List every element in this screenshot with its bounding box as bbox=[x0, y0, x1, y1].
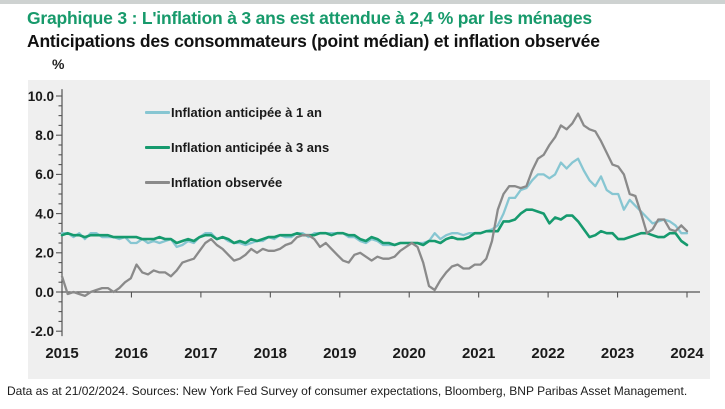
legend-swatch-3y-line bbox=[145, 146, 170, 149]
legend-label-1y: Inflation anticipée à 1 an bbox=[171, 105, 322, 120]
window-top-edge bbox=[0, 0, 725, 4]
x-axis: 2015 2016 2017 2018 2019 2020 2021 2022 2023 2024 bbox=[45, 291, 704, 362]
chart-title: Graphique 3 : L'inflation à 3 ans est at… bbox=[27, 8, 592, 28]
y-tick-label: 6.0 bbox=[35, 167, 54, 182]
x-tick-label: 2020 bbox=[393, 345, 426, 362]
y-tick-label: 4.0 bbox=[35, 206, 54, 221]
y-tick-label: 0.0 bbox=[35, 285, 54, 300]
x-tick-label: 2018 bbox=[254, 345, 287, 362]
x-tick-label: 2022 bbox=[531, 345, 564, 362]
plot-area bbox=[28, 80, 710, 379]
series-line-2 bbox=[60, 112, 689, 298]
legend-item-3y: Inflation anticipée à 3 ans bbox=[145, 139, 385, 156]
chart-subtitle: Anticipations des consommateurs (point m… bbox=[27, 31, 600, 51]
chart-legend: Inflation anticipée à 1 an Inflation ant… bbox=[145, 104, 385, 209]
y-tick-label: 2.0 bbox=[35, 246, 54, 261]
y-tick-label: -2.0 bbox=[31, 324, 54, 339]
series-line-1 bbox=[60, 208, 689, 247]
legend-swatch-observed-line bbox=[145, 181, 170, 184]
legend-item-observed: Inflation observée bbox=[145, 174, 385, 191]
y-tick-label: 10.0 bbox=[28, 89, 54, 104]
x-tick-label: 2023 bbox=[601, 345, 634, 362]
source-note: Data as at 21/02/2024. Sources: New York… bbox=[7, 384, 688, 398]
x-tick-label: 2017 bbox=[184, 345, 217, 362]
legend-item-1y: Inflation anticipée à 1 an bbox=[145, 104, 385, 121]
x-tick-label: 2019 bbox=[323, 345, 356, 362]
x-tick-label: 2021 bbox=[462, 345, 495, 362]
y-axis: 10.0 8.0 6.0 4.0 2.0 0.0 -2.0 bbox=[28, 89, 63, 339]
series-line-0 bbox=[60, 157, 689, 249]
y-tick-label: 8.0 bbox=[35, 128, 54, 143]
y-axis-unit-label: % bbox=[52, 56, 65, 72]
legend-label-3y: Inflation anticipée à 3 ans bbox=[171, 140, 330, 155]
legend-swatch-1y-line bbox=[145, 111, 170, 114]
x-tick-label: 2015 bbox=[45, 345, 78, 362]
x-tick-label: 2024 bbox=[670, 345, 704, 362]
legend-label-observed: Inflation observée bbox=[171, 175, 283, 190]
x-tick-label: 2016 bbox=[115, 345, 148, 362]
